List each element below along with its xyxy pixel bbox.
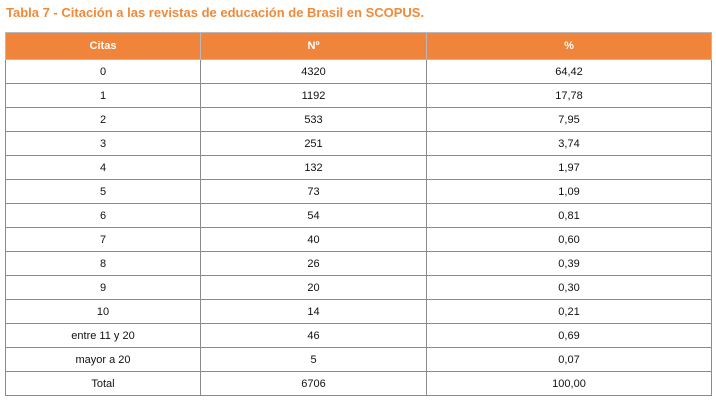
cell-numero: 20 [200, 275, 427, 300]
cell-citas: 8 [5, 251, 201, 276]
table-row: 0 4320 64,42 [5, 59, 712, 84]
cell-citas: Total [5, 371, 201, 396]
table-row: entre 11 y 20 46 0,69 [5, 323, 712, 348]
column-header-citas: Citas [5, 32, 201, 60]
table-row: 5 73 1,09 [5, 179, 712, 204]
cell-porcentaje: 64,42 [426, 59, 712, 84]
cell-porcentaje: 0,69 [426, 323, 712, 348]
table-row: 6 54 0,81 [5, 203, 712, 228]
cell-citas: 6 [5, 203, 201, 228]
cell-porcentaje: 0,30 [426, 275, 712, 300]
cell-porcentaje: 1,97 [426, 155, 712, 180]
cell-numero: 4320 [200, 59, 427, 84]
cell-numero: 73 [200, 179, 427, 204]
cell-citas: mayor a 20 [5, 347, 201, 372]
header-row: Citas Nº % [5, 32, 712, 60]
table-row: 4 132 1,97 [5, 155, 712, 180]
cell-numero: 1192 [200, 83, 427, 108]
cell-citas: 3 [5, 131, 201, 156]
table-caption: Tabla 7 - Citación a las revistas de edu… [6, 5, 425, 20]
cell-porcentaje: 0,07 [426, 347, 712, 372]
cell-numero: 54 [200, 203, 427, 228]
cell-numero: 251 [200, 131, 427, 156]
table-row: 7 40 0,60 [5, 227, 712, 252]
cell-porcentaje: 0,21 [426, 299, 712, 324]
cell-porcentaje: 3,74 [426, 131, 712, 156]
cell-numero: 46 [200, 323, 427, 348]
cell-numero: 5 [200, 347, 427, 372]
cell-citas: entre 11 y 20 [5, 323, 201, 348]
cell-porcentaje: 17,78 [426, 83, 712, 108]
cell-numero: 533 [200, 107, 427, 132]
column-header-porcentaje: % [426, 32, 712, 60]
cell-citas: 9 [5, 275, 201, 300]
cell-porcentaje: 0,39 [426, 251, 712, 276]
table-body: 0 4320 64,42 1 1192 17,78 2 533 7,95 3 2… [5, 59, 712, 396]
column-header-numero: Nº [200, 32, 427, 60]
table-row: 1 1192 17,78 [5, 83, 712, 108]
table-row: 8 26 0,39 [5, 251, 712, 276]
cell-citas: 1 [5, 83, 201, 108]
cell-citas: 10 [5, 299, 201, 324]
table-row: 9 20 0,30 [5, 275, 712, 300]
cell-citas: 4 [5, 155, 201, 180]
cell-citas: 5 [5, 179, 201, 204]
cell-citas: 7 [5, 227, 201, 252]
cell-numero: 14 [200, 299, 427, 324]
cell-porcentaje: 100,00 [426, 371, 712, 396]
cell-citas: 0 [5, 59, 201, 84]
cell-porcentaje: 0,60 [426, 227, 712, 252]
table-row: 10 14 0,21 [5, 299, 712, 324]
table-row: mayor a 20 5 0,07 [5, 347, 712, 372]
cell-numero: 6706 [200, 371, 427, 396]
table-row: 2 533 7,95 [5, 107, 712, 132]
cell-porcentaje: 1,09 [426, 179, 712, 204]
cell-porcentaje: 7,95 [426, 107, 712, 132]
cell-numero: 132 [200, 155, 427, 180]
cell-numero: 40 [200, 227, 427, 252]
total-row: Total 6706 100,00 [5, 371, 712, 396]
table-row: 3 251 3,74 [5, 131, 712, 156]
cell-citas: 2 [5, 107, 201, 132]
cell-numero: 26 [200, 251, 427, 276]
citations-table: Citas Nº % 0 4320 64,42 1 1192 17,78 2 5… [5, 32, 712, 396]
cell-porcentaje: 0,81 [426, 203, 712, 228]
